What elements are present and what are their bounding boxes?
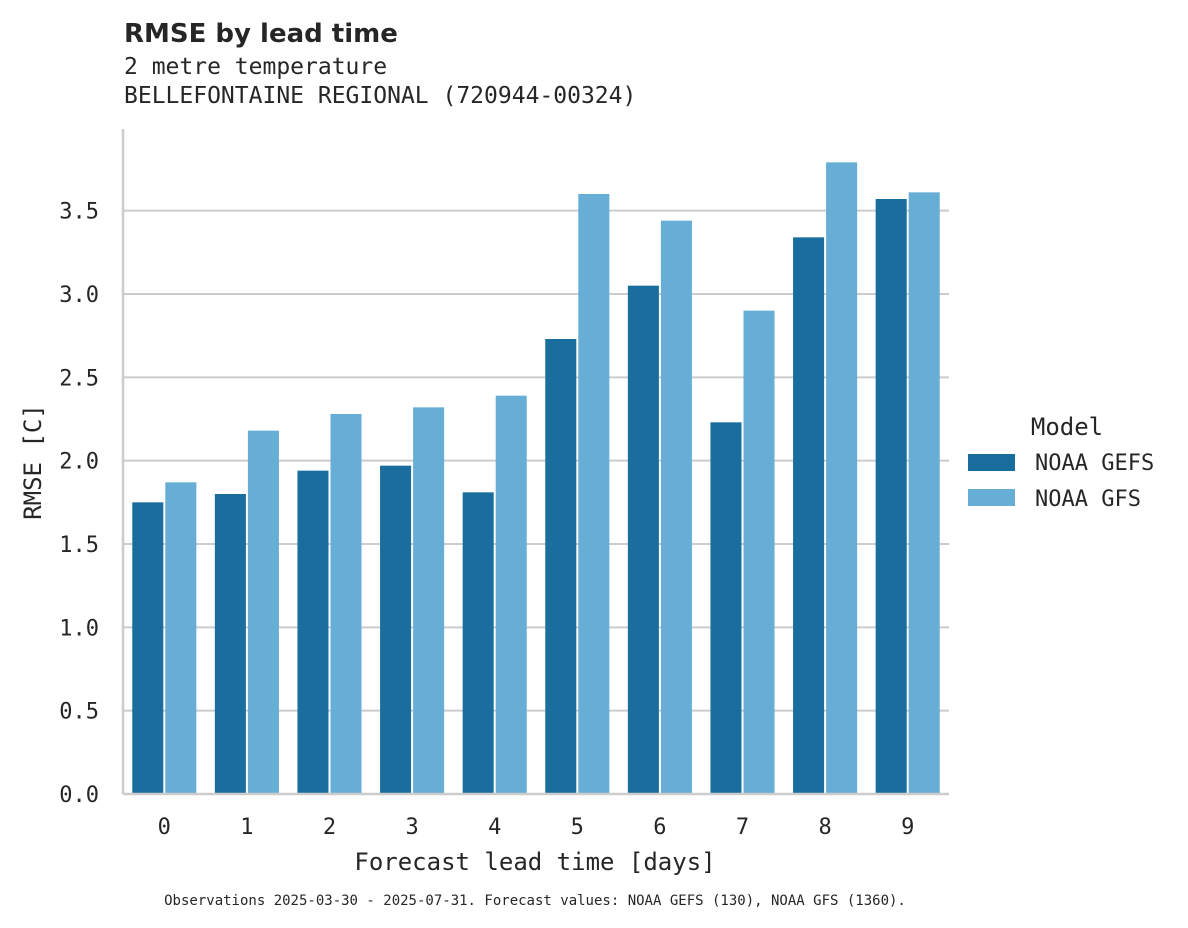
chart-subtitle-station: BELLEFONTAINE REGIONAL (720944-00324) xyxy=(124,83,636,109)
y-tick-label: 3.5 xyxy=(59,200,99,225)
chart-subtitle-variable: 2 metre temperature xyxy=(124,54,387,80)
bar-noaa-gfs-lead-1 xyxy=(247,430,279,794)
bar-noaa-gefs-lead-3 xyxy=(380,465,412,794)
bar-noaa-gfs-lead-9 xyxy=(908,192,940,795)
legend-swatch-noaa-gefs xyxy=(968,454,1015,471)
bars xyxy=(132,162,940,795)
y-tick-label: 2.0 xyxy=(59,450,99,475)
y-gridlines xyxy=(123,209,949,712)
legend-swatch-noaa-gfs xyxy=(968,489,1015,506)
x-tick-label: 5 xyxy=(571,815,584,840)
x-tick-label: 3 xyxy=(405,815,418,840)
legend: Model NOAA GEFS NOAA GFS xyxy=(968,413,1154,512)
y-tick-label: 0.5 xyxy=(59,700,99,725)
legend-label-noaa-gefs: NOAA GEFS xyxy=(1035,451,1154,476)
x-tick-label: 0 xyxy=(158,815,171,840)
bar-noaa-gefs-lead-6 xyxy=(627,285,659,794)
bar-noaa-gefs-lead-4 xyxy=(462,492,494,794)
bar-noaa-gfs-lead-3 xyxy=(413,407,445,794)
legend-label-noaa-gfs: NOAA GFS xyxy=(1035,487,1141,512)
x-tick-label: 7 xyxy=(736,815,749,840)
legend-title: Model xyxy=(1031,413,1103,441)
bar-noaa-gefs-lead-0 xyxy=(132,502,164,794)
footnote: Observations 2025-03-30 - 2025-07-31. Fo… xyxy=(164,893,906,909)
bar-noaa-gfs-lead-6 xyxy=(660,220,692,794)
x-tick-labels: 0 1 2 3 4 5 6 7 8 9 xyxy=(158,815,915,840)
bar-noaa-gefs-lead-7 xyxy=(710,422,742,794)
x-tick-label: 1 xyxy=(240,815,253,840)
x-tick-label: 6 xyxy=(653,815,666,840)
y-tick-labels: 0.0 0.5 1.0 1.5 2.0 2.5 3.0 3.5 xyxy=(59,200,99,808)
bar-noaa-gfs-lead-5 xyxy=(578,194,610,794)
bar-noaa-gfs-lead-2 xyxy=(330,414,362,794)
y-axis-label: RMSE [C] xyxy=(19,404,47,520)
bar-noaa-gfs-lead-8 xyxy=(826,162,858,795)
bar-noaa-gfs-lead-0 xyxy=(165,482,197,794)
y-tick-label: 1.5 xyxy=(59,533,99,558)
y-tick-label: 3.0 xyxy=(59,283,99,308)
bar-noaa-gfs-lead-7 xyxy=(743,310,775,794)
chart-title: RMSE by lead time xyxy=(124,19,398,49)
x-tick-label: 2 xyxy=(323,815,336,840)
y-tick-label: 2.5 xyxy=(59,366,99,391)
y-tick-label: 1.0 xyxy=(59,616,99,641)
bar-noaa-gefs-lead-2 xyxy=(297,470,329,794)
x-tick-label: 9 xyxy=(901,815,914,840)
bar-noaa-gefs-lead-9 xyxy=(875,199,907,794)
x-axis-label: Forecast lead time [days] xyxy=(354,848,715,876)
bar-noaa-gefs-lead-1 xyxy=(214,494,246,794)
bar-noaa-gefs-lead-8 xyxy=(793,237,825,795)
bar-noaa-gefs-lead-5 xyxy=(545,339,577,794)
x-tick-label: 4 xyxy=(488,815,501,840)
bar-noaa-gfs-lead-4 xyxy=(495,395,527,794)
y-tick-label: 0.0 xyxy=(59,783,99,808)
x-tick-label: 8 xyxy=(818,815,831,840)
